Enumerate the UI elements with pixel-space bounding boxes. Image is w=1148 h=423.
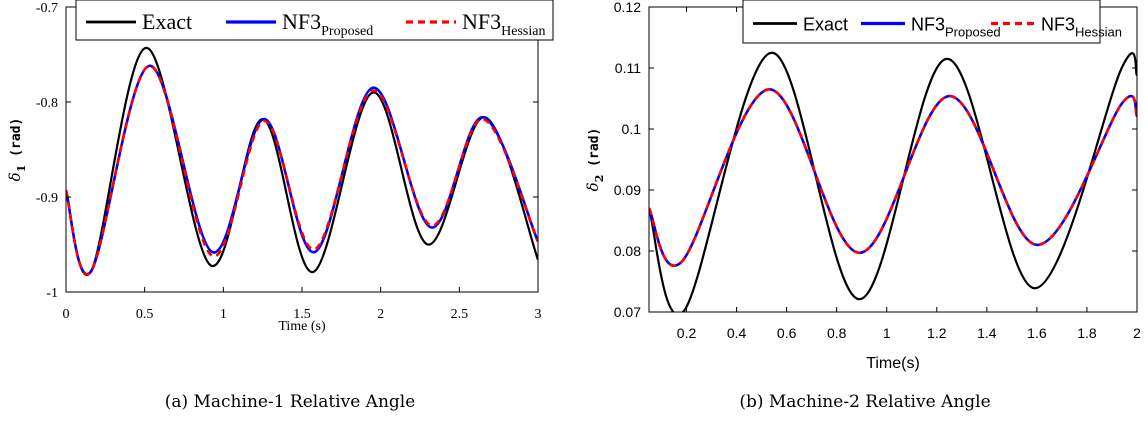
series-line-proposed	[66, 64, 538, 276]
x-tick-label: 1.6	[1027, 325, 1047, 341]
y-axis-label: δ1 (rad)	[6, 118, 28, 182]
caption-b: (b) Machine-2 Relative Angle	[739, 392, 991, 412]
y-tick-label: 0.08	[614, 243, 641, 259]
y-tick-label: -0.8	[36, 96, 58, 111]
x-tick-label: 0.4	[727, 325, 747, 341]
y-tick-label: 0.1	[622, 121, 642, 137]
x-tick-label: 3	[535, 307, 542, 322]
x-tick-label: 0	[63, 307, 70, 322]
x-tick-label: 0.8	[827, 325, 847, 341]
legend: Exact NF3Proposed NF3Hessian	[75, 0, 554, 41]
y-tick-label: 0.09	[614, 182, 641, 198]
x-tick-label: 1.8	[1077, 325, 1097, 341]
series-line-proposed	[649, 88, 1137, 267]
x-axis-label: Time (s)	[278, 319, 326, 334]
x-tick-label: 2	[1133, 325, 1141, 341]
y-tick-label: 0.07	[614, 304, 641, 320]
plot-frame	[65, 6, 539, 293]
x-tick-label: 1.2	[927, 325, 947, 341]
x-tick-label: 2.5	[451, 307, 469, 322]
y-tick-label: -0.9	[36, 191, 58, 206]
y-tick-label: -1	[46, 286, 58, 301]
legend: Exact NF3Proposed NF3Hessian	[742, 0, 1122, 44]
x-tick-label: 2	[377, 307, 384, 322]
caption-a: (a) Machine-1 Relative Angle	[164, 392, 416, 412]
x-tick-label: 1	[883, 325, 891, 341]
series-line-exact	[649, 51, 1137, 312]
legend-label-hessian: NF3Hessian	[462, 9, 545, 39]
y-tick-label: 0.12	[614, 0, 641, 15]
x-tick-label: 0.5	[136, 307, 154, 322]
chart-b: 0.2 0.4 0.6 0.8 1 1.2 1.4 1.6 1.8 2 0.07 0.08 0.09 0.…	[584, 0, 1141, 372]
legend-box	[742, 0, 1101, 44]
y-tick-label: -0.7	[36, 1, 58, 16]
series-line-exact	[66, 46, 538, 276]
x-axis-label: Time(s)	[866, 355, 920, 372]
x-tick-label: 1.4	[977, 325, 997, 341]
x-tick-label: 1	[220, 307, 227, 322]
legend-label-proposed: NF3Proposed	[282, 9, 373, 39]
chart-a: 0 0.5 1 1.5 2 2.5 3 -1 -0.9 -0.8 -0.7 Time (s) δ1 (r…	[6, 0, 554, 334]
legend-box	[75, 0, 554, 41]
x-tick-label: 0.2	[677, 325, 697, 341]
series-line-hessian	[649, 88, 1137, 267]
legend-label-proposed: NF3Proposed	[911, 15, 1001, 40]
legend-label-hessian: NF3Hessian	[1041, 15, 1122, 40]
y-axis-label: δ2 (rad)	[584, 128, 606, 192]
x-tick-label: 1.5	[293, 307, 311, 322]
legend-label-exact: Exact	[142, 9, 192, 34]
series-line-hessian	[66, 64, 538, 276]
legend-label-exact: Exact	[803, 15, 848, 35]
y-tick-label: 0.11	[615, 60, 641, 76]
x-tick-label: 0.6	[777, 325, 797, 341]
plot-frame	[648, 6, 1138, 313]
